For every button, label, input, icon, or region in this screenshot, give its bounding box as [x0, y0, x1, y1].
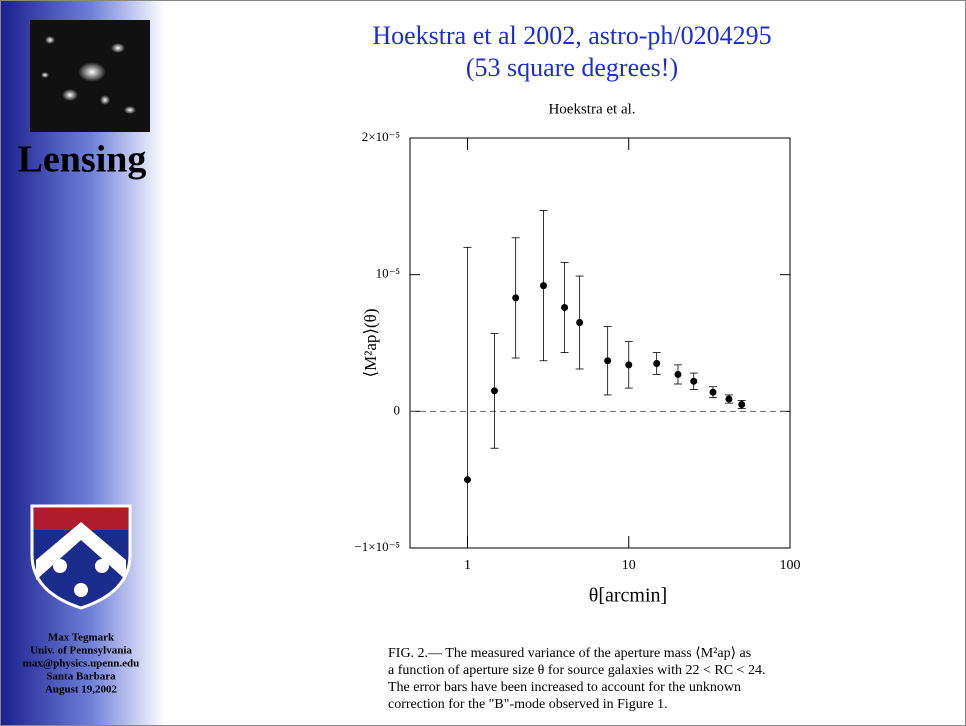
y-tick-label: 2×10⁻⁵	[362, 129, 400, 144]
data-point	[512, 294, 520, 302]
sidebar-heading: Lensing	[18, 139, 147, 181]
x-tick-label: 10	[622, 558, 636, 573]
caption-line: FIG. 2.— The measured variance of the ap…	[388, 646, 751, 661]
slide-title: Hoekstra et al 2002, astro-ph/0204295	[372, 21, 771, 50]
y-tick-label: 10⁻⁵	[376, 266, 400, 281]
caption-line: a function of aperture size θ for source…	[388, 663, 765, 678]
author-line: August 19,2002	[45, 684, 118, 696]
data-point	[738, 401, 746, 408]
data-point	[690, 377, 698, 385]
data-point	[576, 319, 584, 326]
caption: FIG. 2.— The measured variance of the ap…	[388, 646, 765, 712]
author-line: Univ. of Pennsylvania	[30, 645, 132, 657]
author-line: max@physics.upenn.edu	[23, 658, 140, 670]
y-axis-label: ⟨M²ap⟩(θ)	[361, 309, 380, 378]
data-point	[725, 395, 733, 403]
data-point	[709, 388, 717, 396]
y-tick-label: 0	[394, 402, 401, 417]
data-point	[490, 387, 498, 395]
data-point	[561, 303, 569, 311]
penn-shield	[30, 504, 132, 610]
y-tick-label: −1×10⁻⁵	[354, 539, 400, 554]
author-line: Santa Barbara	[46, 671, 116, 683]
error-bar	[463, 246, 472, 548]
data-point	[539, 282, 547, 290]
plot-frame	[409, 137, 791, 549]
data-point	[674, 370, 682, 378]
chart-title: Hoekstra et al.	[548, 101, 635, 117]
caption-line: The error bars have been increased to ac…	[388, 680, 741, 695]
slide-subtitle: (53 square degrees!)	[466, 53, 678, 82]
data-point	[625, 361, 633, 369]
author-line: Max Tegmark	[48, 632, 115, 644]
data-point	[463, 476, 471, 484]
data-point	[604, 357, 612, 365]
cluster-image	[30, 20, 150, 132]
x-tick-label: 100	[780, 558, 801, 573]
data-point	[653, 360, 661, 367]
caption-line: correction for the "B"-mode observed in …	[388, 697, 668, 712]
x-axis-label: θ[arcmin]	[589, 585, 667, 607]
x-tick-label: 1	[464, 558, 471, 573]
